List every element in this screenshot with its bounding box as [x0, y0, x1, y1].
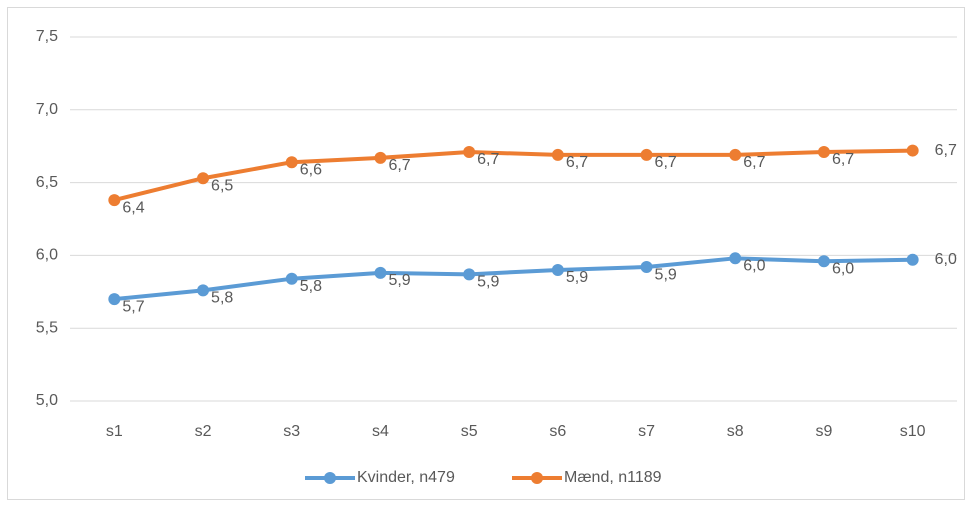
series-line — [114, 256, 913, 302]
legend-marker — [324, 472, 336, 484]
x-tick-label: s9 — [815, 423, 832, 440]
data-point — [108, 194, 121, 207]
data-point — [197, 172, 210, 185]
data-label: 5,7 — [122, 298, 144, 315]
data-label: 6,5 — [211, 177, 233, 194]
data-point — [463, 268, 476, 281]
data-label: 6,7 — [566, 154, 588, 171]
x-tick-label: s7 — [638, 423, 655, 440]
x-tick-label: s3 — [283, 423, 300, 440]
data-label: 5,9 — [388, 272, 410, 289]
data-point — [729, 252, 742, 265]
data-label: 6,7 — [655, 154, 677, 171]
data-label: 6,0 — [743, 258, 765, 275]
data-point — [285, 156, 298, 169]
x-tick-label: s6 — [549, 423, 566, 440]
x-tick-label: s8 — [727, 423, 744, 440]
data-label: 6,0 — [935, 251, 957, 268]
data-point — [817, 255, 830, 268]
series-line — [113, 148, 913, 203]
chart-border — [7, 7, 965, 500]
data-label: 6,4 — [122, 199, 144, 216]
data-point — [463, 146, 476, 159]
data-label: 6,6 — [300, 161, 322, 178]
y-tick-label: 7,5 — [36, 28, 58, 45]
data-point — [640, 261, 653, 274]
y-tick-label: 5,5 — [36, 319, 58, 336]
x-tick-label: s2 — [195, 423, 212, 440]
data-label: 6,7 — [388, 157, 410, 174]
x-tick-label: s5 — [461, 423, 478, 440]
data-point — [551, 148, 564, 161]
data-label: 5,8 — [211, 290, 233, 307]
legend-marker — [531, 472, 543, 484]
x-tick-label: s10 — [900, 423, 926, 440]
data-point — [108, 293, 121, 306]
data-point — [906, 253, 919, 266]
data-point — [817, 146, 830, 159]
data-point — [374, 266, 387, 279]
data-label: 5,8 — [300, 278, 322, 295]
y-tick-label: 5,0 — [36, 392, 58, 409]
data-point — [551, 263, 564, 276]
legend-label: Mænd, n1189 — [564, 469, 662, 486]
data-point — [374, 151, 387, 164]
data-point — [729, 148, 742, 161]
y-tick-label: 6,0 — [36, 247, 58, 264]
data-label: 5,9 — [566, 269, 588, 286]
y-tick-label: 7,0 — [36, 101, 58, 118]
legend-label: Kvinder, n479 — [357, 469, 455, 486]
data-label: 6,0 — [832, 260, 854, 277]
data-label: 5,9 — [477, 274, 499, 291]
data-label: 6,7 — [477, 151, 499, 168]
data-point — [640, 148, 653, 161]
data-point — [197, 284, 210, 297]
data-point — [906, 144, 919, 157]
data-label: 6,7 — [743, 154, 765, 171]
data-point — [285, 272, 298, 285]
x-tick-label: s1 — [106, 423, 123, 440]
data-label: 5,9 — [655, 266, 677, 283]
y-tick-label: 6,5 — [36, 174, 58, 191]
data-label: 6,7 — [935, 142, 957, 159]
data-label: 6,7 — [832, 151, 854, 168]
x-tick-label: s4 — [372, 423, 389, 440]
